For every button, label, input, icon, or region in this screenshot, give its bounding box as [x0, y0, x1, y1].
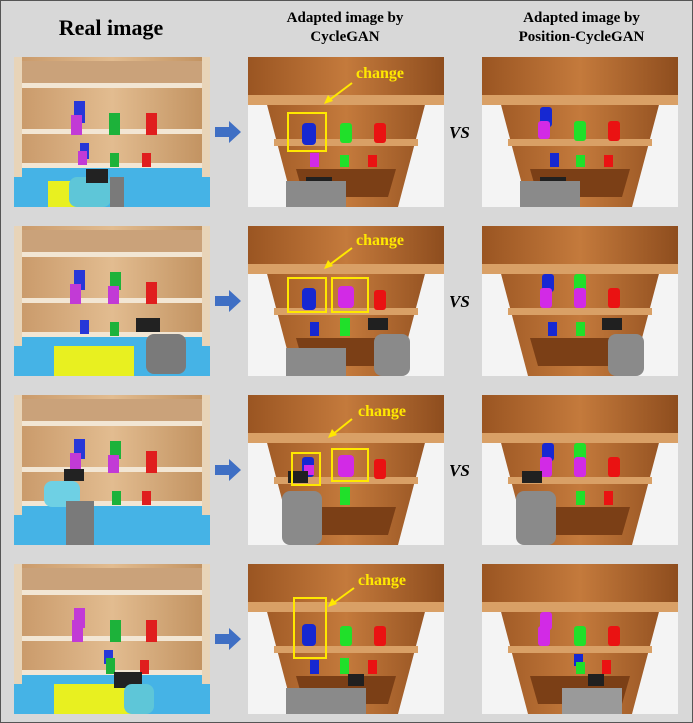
right-arrow-icon	[215, 121, 241, 143]
position-cyclegan-image-1	[482, 57, 678, 207]
cyclegan-image-4: change	[248, 564, 444, 714]
header-cyclegan: Adapted image by CycleGAN	[286, 10, 404, 45]
position-cyclegan-image-2	[482, 226, 678, 376]
cyclegan-image-1: change	[248, 57, 444, 207]
change-label: change	[356, 232, 404, 249]
cyclegan-image-2: change	[248, 226, 444, 376]
change-label: change	[358, 572, 406, 589]
position-cyclegan-image-3	[482, 395, 678, 545]
change-label: change	[358, 403, 406, 420]
header-position-cyclegan: Adapted image by Position-CycleGAN	[518, 10, 645, 45]
position-cyclegan-image-4	[482, 564, 678, 714]
vs-label: VS	[449, 292, 470, 311]
right-arrow-icon	[215, 628, 241, 650]
real-image-1	[14, 57, 210, 207]
right-arrow-icon	[215, 459, 241, 481]
real-image-4	[14, 564, 210, 714]
real-image-3	[14, 395, 210, 545]
header-real-image: Real image	[58, 15, 164, 40]
real-image-2	[14, 226, 210, 376]
change-label: change	[356, 65, 404, 82]
vs-label: VS	[449, 461, 470, 480]
vs-label: VS	[449, 123, 470, 142]
cyclegan-image-3: change	[248, 395, 444, 545]
right-arrow-icon	[215, 290, 241, 312]
